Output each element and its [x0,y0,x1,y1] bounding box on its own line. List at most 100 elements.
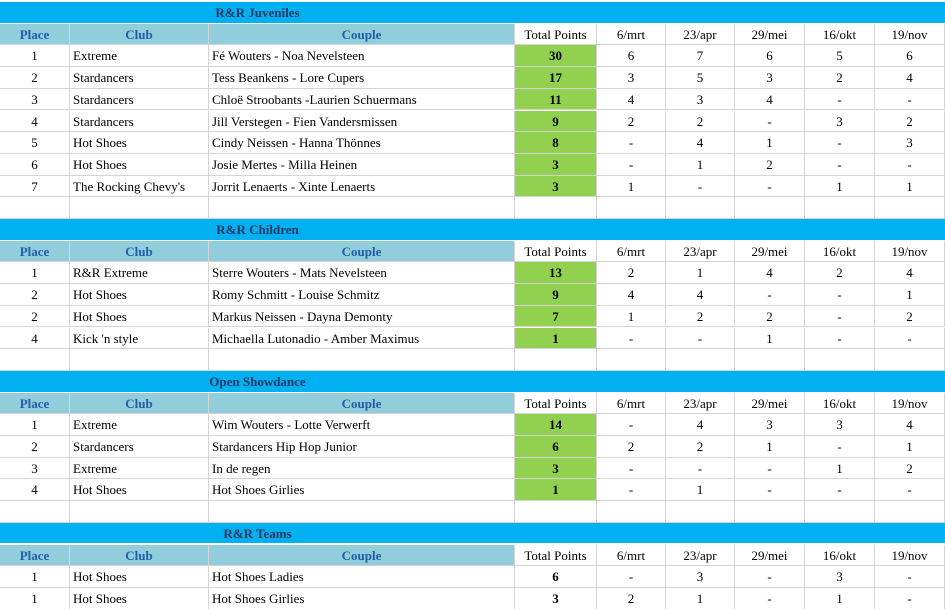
table-cell: Fé Wouters - Noa Nevelsteen [209,45,515,68]
table-cell: 2 [0,436,70,458]
empty-cell [735,501,805,523]
table-cell: Hot Shoes Ladies [209,566,515,588]
table-cell: - [666,457,735,480]
table-cell: 1 [666,587,735,609]
column-header: 6/mrt [597,392,666,415]
column-header: 19/nov [875,23,945,46]
table-cell: 1 [875,175,945,198]
column-header: 23/apr [666,392,735,415]
table-cell: 3 [875,132,945,154]
table-cell: Stardancers [70,67,209,89]
table-cell: 1 [597,175,666,198]
table-cell: Romy Schmitt - Louise Schmitz [209,284,515,306]
table-cell: 2 [805,67,875,89]
section-title: R&R Juveniles [215,5,300,20]
total-cell: 3 [515,175,597,198]
table-cell: Hot Shoes [70,305,209,328]
table-cell: 4 [597,284,666,306]
table-cell: 1 [0,262,70,285]
table-cell: 2 [875,457,945,480]
table-cell: 1 [735,436,805,458]
empty-cell [666,197,735,219]
table-cell: - [735,457,805,480]
table-cell: 6 [735,45,805,68]
column-header: Total Points [515,240,597,263]
table-cell: 3 [0,88,70,111]
empty-cell [0,349,70,371]
empty-cell [0,501,70,523]
table-cell: 2 [666,305,735,328]
table-cell: 1 [666,479,735,502]
table-cell: Hot Shoes [70,479,209,502]
empty-cell [597,501,666,523]
empty-cell [875,501,945,523]
column-header: 19/nov [875,544,945,567]
empty-cell [805,349,875,371]
column-header: 16/okt [805,392,875,415]
total-cell: 1 [515,327,597,350]
column-header: Place [0,23,70,46]
table-cell: - [875,587,945,609]
table-cell: 1 [735,132,805,154]
section-title: R&R Teams [223,525,292,541]
column-header: Couple [209,392,515,415]
table-cell: - [735,175,805,198]
table-cell: 4 [875,414,945,436]
table-cell: 3 [735,67,805,89]
table-cell: - [597,414,666,436]
total-cell: 9 [515,110,597,133]
table-cell: Kick 'n style [70,327,209,350]
total-cell: 14 [515,414,597,436]
column-header: Club [70,240,209,263]
total-cell: 30 [515,45,597,68]
empty-cell [875,349,945,371]
total-cell: 17 [515,67,597,89]
table-cell: - [597,153,666,176]
table-cell: - [805,436,875,458]
column-header: Place [0,240,70,263]
table-cell: 4 [666,414,735,436]
table-cell: Stardancers [70,88,209,111]
empty-cell [515,197,597,219]
table-cell: - [735,284,805,306]
table-cell: - [666,327,735,350]
table-cell: - [666,175,735,198]
table-cell: 3 [805,110,875,133]
table-cell: Hot Shoes [70,587,209,609]
table-cell: - [597,327,666,350]
empty-cell [515,501,597,523]
table-cell: Michaella Lutonadio - Amber Maximus [209,327,515,350]
table-cell: 3 [735,414,805,436]
empty-cell [875,197,945,219]
table-cell: - [597,566,666,588]
table-cell: - [875,479,945,502]
table-cell: Wim Wouters - Lotte Verwerft [209,414,515,436]
table-cell: 7 [666,45,735,68]
section-title-bar: R&R Teams [0,522,945,545]
table-cell: Hot Shoes [70,566,209,588]
table-cell: - [805,132,875,154]
column-header: 29/mei [735,392,805,415]
table-cell: 2 [735,153,805,176]
empty-cell [70,501,209,523]
table-cell: Stardancers [70,436,209,458]
column-header: 19/nov [875,240,945,263]
table-cell: Extreme [70,414,209,436]
section-title-bar: R&R Children [0,219,945,241]
table-cell: - [805,284,875,306]
column-header: 16/okt [805,23,875,46]
empty-cell [805,501,875,523]
table-cell: Jorrit Lenaerts - Xinte Lenaerts [209,175,515,198]
table-cell: 2 [805,262,875,285]
column-header: 19/nov [875,392,945,415]
table-cell: 1 [805,175,875,198]
empty-cell [735,197,805,219]
section-title-bar: R&R Juveniles [0,2,945,24]
empty-cell [209,349,515,371]
column-header: 16/okt [805,544,875,567]
table-cell: 2 [0,305,70,328]
table-cell: - [805,305,875,328]
column-header: Total Points [515,392,597,415]
table-cell: - [805,479,875,502]
